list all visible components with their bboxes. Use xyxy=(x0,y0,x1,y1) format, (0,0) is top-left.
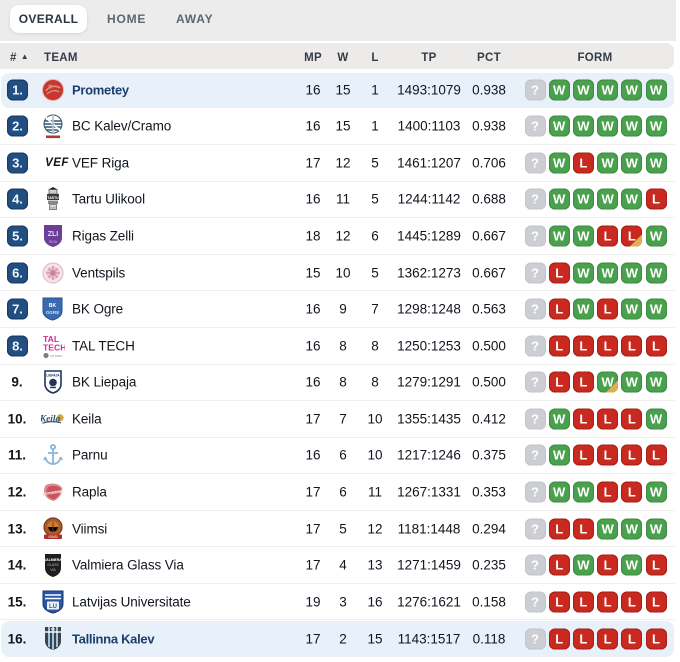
svg-text:VIIMSI: VIIMSI xyxy=(48,535,58,539)
svg-text:LU: LU xyxy=(49,604,57,610)
svg-text:OGRE: OGRE xyxy=(46,310,60,315)
svg-text:TECH: TECH xyxy=(43,342,65,352)
svg-text:RAPLA KK: RAPLA KK xyxy=(45,490,60,496)
svg-text:ULIK: ULIK xyxy=(50,206,56,210)
svg-text:RIGA: RIGA xyxy=(49,240,58,244)
svg-text:GLASS: GLASS xyxy=(47,563,59,567)
svg-text:TAL: TAL xyxy=(43,334,59,344)
svg-text:TK: TK xyxy=(50,628,55,632)
svg-text:VIA: VIA xyxy=(50,568,56,572)
svg-text:OPTIBET: OPTIBET xyxy=(50,354,63,358)
svg-text:TARTU: TARTU xyxy=(47,196,59,200)
svg-text:ZLI: ZLI xyxy=(47,231,58,238)
svg-text:Keila: Keila xyxy=(41,415,60,425)
svg-text:LIEPAJA: LIEPAJA xyxy=(46,374,60,378)
svg-text:BK: BK xyxy=(49,303,57,309)
svg-text:VALMIERA: VALMIERA xyxy=(44,558,62,562)
